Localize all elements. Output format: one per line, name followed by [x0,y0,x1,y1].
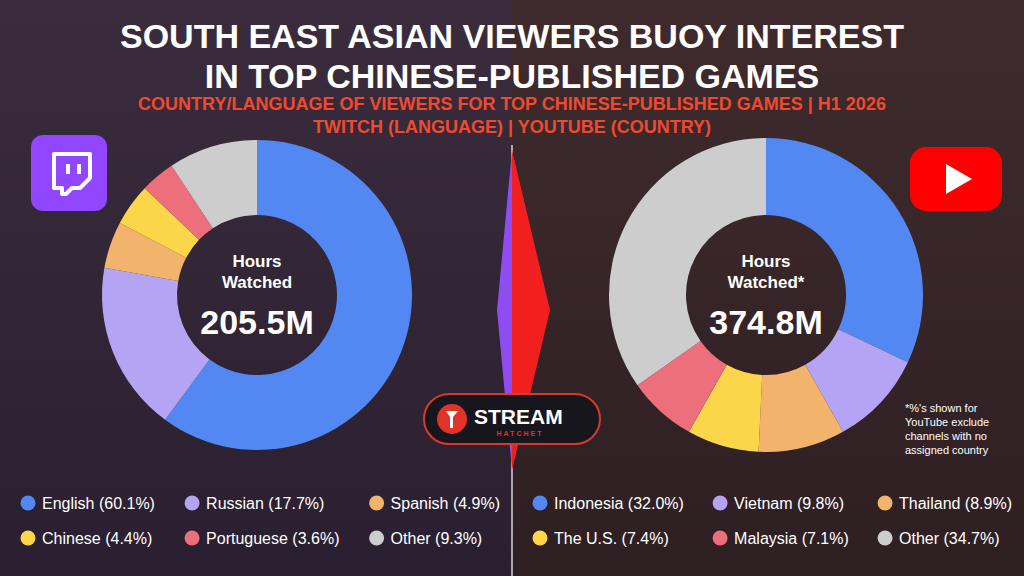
twitch-icon [31,135,107,211]
legend-swatch [533,531,548,546]
footnote: *%'s shown for YouTube exclude channels wi… [905,402,989,456]
brand-name: STREAM [474,405,563,428]
center-title: Hours Watched* [728,252,805,292]
center-title-line: Watched [222,273,292,292]
icon-glyph [77,164,81,174]
legend-label: The U.S. (7.4%) [554,530,669,547]
slice [102,268,210,420]
footnote-line: channels with no [905,430,987,442]
subtitle: COUNTRY/LANGUAGE OF VIEWERS FOR TOP CHIN… [138,94,886,114]
legend-label: Portuguese (3.6%) [206,530,339,547]
legend-swatch [369,496,384,511]
icon-bg [31,135,107,211]
legend-label: Thailand (8.9%) [899,495,1012,512]
title: IN TOP CHINESE-PUBLISHED GAMES [205,57,820,95]
center-value: 205.5M [200,303,313,341]
legend-label: Other (34.7%) [899,530,999,547]
icon-glyph [66,164,70,174]
legend: Indonesia (32.0%) Vietnam (9.8%) Thailand … [533,495,1013,547]
logo-icon-glyph [446,411,458,428]
icon-glyph [54,154,90,194]
legend-swatch [185,531,200,546]
slice [171,140,257,228]
legend-label: Malaysia (7.1%) [734,530,849,547]
slice [759,365,843,452]
icon-glyph [946,164,972,194]
slice [165,140,412,450]
legend-label: Indonesia (32.0%) [554,495,684,512]
legend-label: Other (9.3%) [391,530,483,547]
legend-swatch [878,496,893,511]
legend-swatch [369,531,384,546]
legend-label: Chinese (4.4%) [42,530,152,547]
center-title: Hours Watched [222,252,292,292]
legend-swatch [21,496,36,511]
subtitle: TWITCH (LANGUAGE) | YOUTUBE (COUNTRY) [313,117,711,137]
brand-logo: STREAM HATCHET [424,394,600,444]
legend-swatch [21,531,36,546]
logo-icon [437,404,467,434]
legend-swatch [713,531,728,546]
title: SOUTH EAST ASIAN VIEWERS BUOY INTEREST [120,17,904,55]
legend-swatch [713,496,728,511]
footnote-line: *%'s shown for [905,402,978,414]
footnote-line: YouTube exclude [905,416,989,428]
center-title-line: Hours [232,252,281,271]
center-title-line: Hours [741,252,790,271]
brand-tagline: HATCHET [497,430,544,437]
legend: English (60.1%) Russian (17.7%) Spanish (4… [21,495,501,547]
legend-label: English (60.1%) [42,495,155,512]
youtube-icon [910,147,1002,211]
legend-label: Russian (17.7%) [206,495,324,512]
donut-chart: Hours Watched 205.5M [102,140,412,450]
legend-label: Vietnam (9.8%) [734,495,844,512]
chart-canvas: SOUTH EAST ASIAN VIEWERS BUOY INTERESTIN… [0,0,1024,576]
legend-label: Spanish (4.9%) [391,495,500,512]
legend-swatch [878,531,893,546]
center-value: 374.8M [709,303,822,341]
footnote-line: assigned country [905,444,989,456]
logo-bg [424,394,600,444]
donut-chart: Hours Watched* 374.8M [609,138,923,452]
center-title-line: Watched* [728,273,805,292]
legend-swatch [185,496,200,511]
legend-swatch [533,496,548,511]
icon-bg [910,147,1002,211]
